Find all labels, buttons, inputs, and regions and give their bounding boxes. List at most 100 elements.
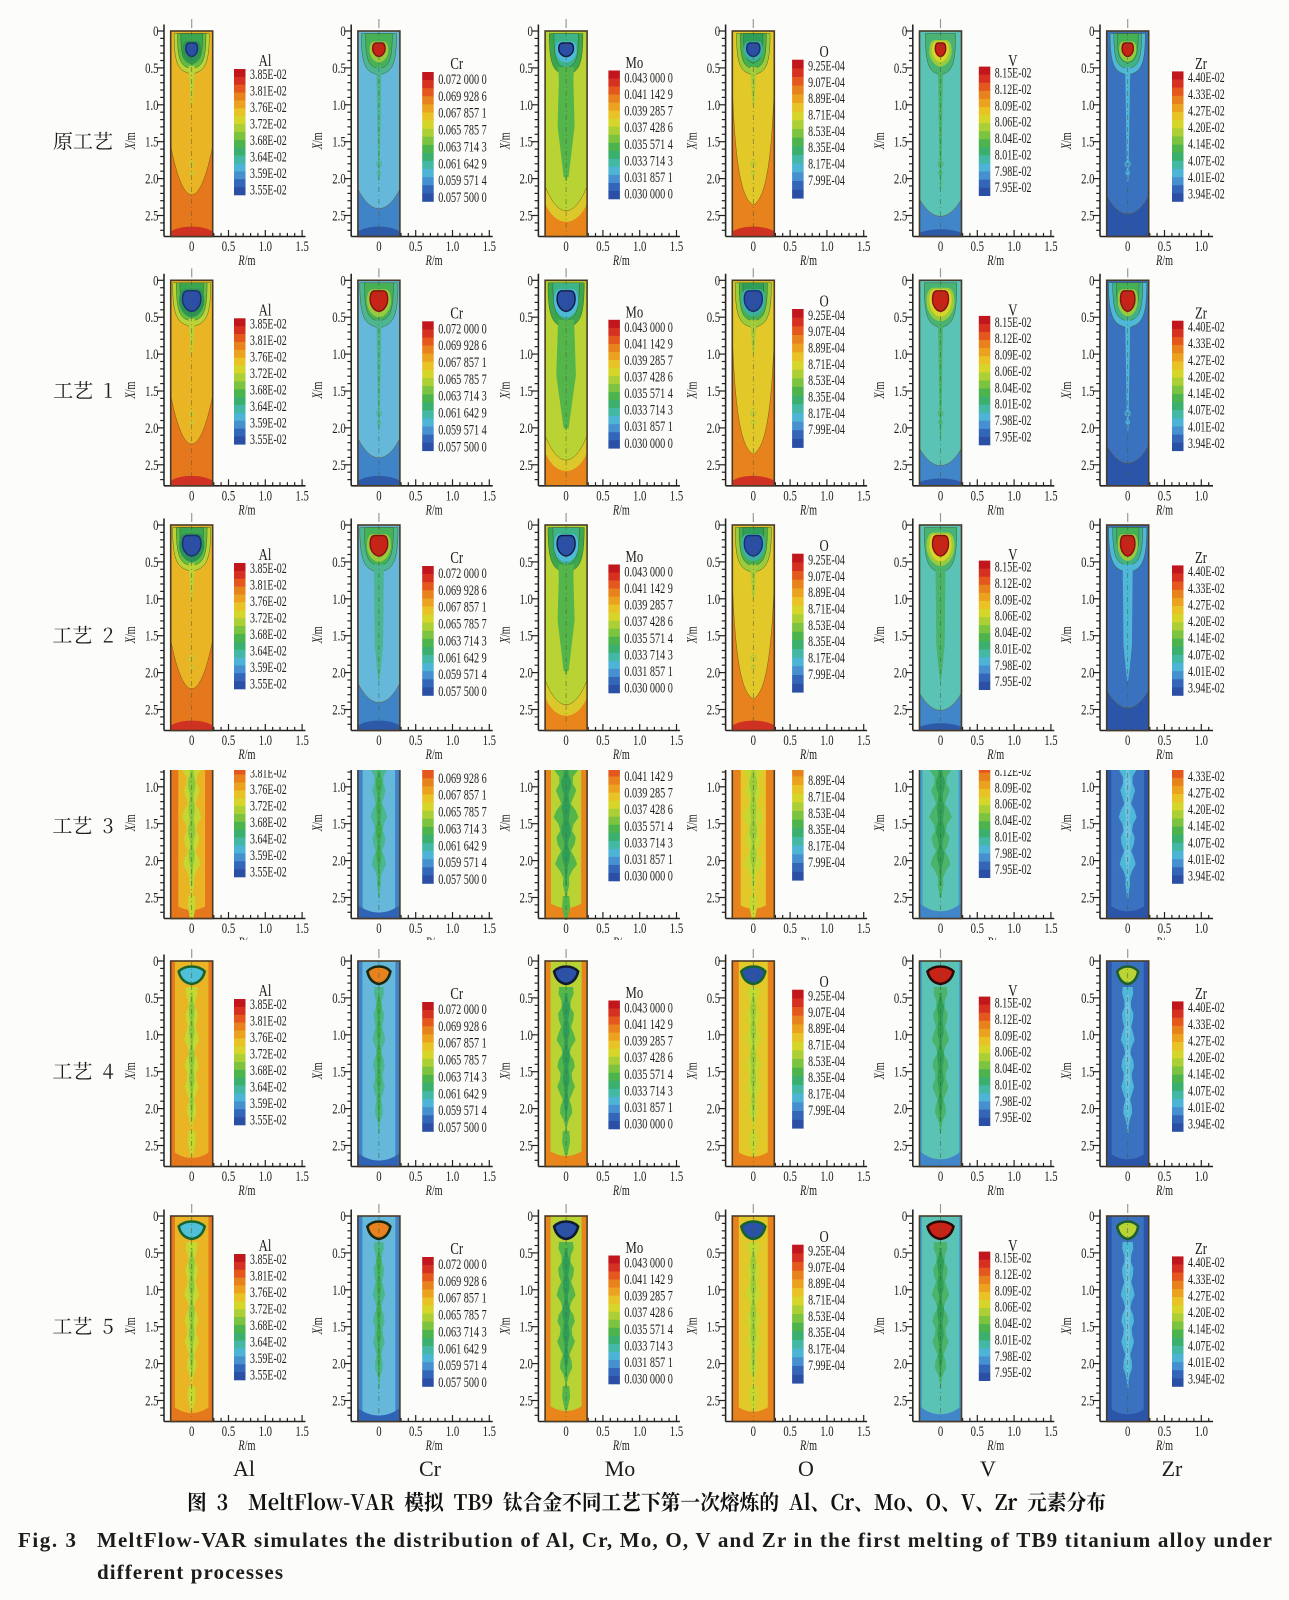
- svg-text:0.5: 0.5: [145, 554, 158, 570]
- svg-text:1.0: 1.0: [894, 1027, 907, 1043]
- svg-text:0.030 000 0: 0.030 000 0: [624, 868, 673, 884]
- svg-text:R/m: R/m: [1155, 501, 1173, 517]
- svg-text:1.5: 1.5: [707, 383, 720, 399]
- svg-text:3.81E-02: 3.81E-02: [250, 332, 287, 348]
- svg-text:3.64E-02: 3.64E-02: [250, 1334, 287, 1350]
- svg-text:1.0: 1.0: [707, 779, 720, 795]
- svg-text:2.5: 2.5: [145, 1138, 158, 1154]
- svg-text:X/m: X/m: [871, 1062, 887, 1080]
- svg-text:2.0: 2.0: [519, 420, 532, 436]
- svg-text:1.5: 1.5: [894, 1319, 907, 1335]
- svg-text:0.5: 0.5: [409, 238, 422, 254]
- svg-text:0.039 285 7: 0.039 285 7: [624, 785, 673, 801]
- svg-text:0.063 714 3: 0.063 714 3: [438, 388, 487, 404]
- svg-text:3.55E-02: 3.55E-02: [250, 1367, 287, 1383]
- svg-text:2.5: 2.5: [894, 1138, 907, 1154]
- svg-text:0: 0: [376, 732, 381, 748]
- svg-text:1.5: 1.5: [894, 1064, 907, 1080]
- svg-text:2.0: 2.0: [1081, 420, 1094, 436]
- svg-text:0: 0: [902, 273, 907, 289]
- svg-text:1.5: 1.5: [707, 1319, 720, 1335]
- svg-text:0.065 785 7: 0.065 785 7: [438, 804, 487, 820]
- svg-text:0.067 857 1: 0.067 857 1: [438, 105, 487, 121]
- svg-text:1.0: 1.0: [633, 1168, 646, 1184]
- svg-text:8.89E-04: 8.89E-04: [808, 1020, 845, 1036]
- svg-text:3.85E-02: 3.85E-02: [250, 66, 287, 82]
- svg-text:0.030 000 0: 0.030 000 0: [624, 186, 673, 202]
- svg-text:4.40E-02: 4.40E-02: [1188, 563, 1225, 579]
- svg-text:R/m: R/m: [1155, 252, 1173, 268]
- svg-text:1.5: 1.5: [857, 488, 870, 504]
- svg-text:O: O: [819, 293, 828, 311]
- svg-text:X/m: X/m: [309, 1317, 325, 1335]
- svg-text:0: 0: [938, 732, 943, 748]
- svg-text:8.15E-02: 8.15E-02: [995, 995, 1032, 1011]
- svg-text:8.12E-02: 8.12E-02: [995, 1266, 1032, 1282]
- svg-text:Mo: Mo: [626, 548, 644, 566]
- svg-text:7.98E-02: 7.98E-02: [995, 412, 1032, 428]
- svg-text:2.5: 2.5: [1081, 1138, 1094, 1154]
- svg-text:4.07E-02: 4.07E-02: [1188, 153, 1225, 169]
- svg-text:0: 0: [528, 23, 533, 39]
- svg-text:1.5: 1.5: [519, 816, 532, 832]
- svg-text:X/m: X/m: [122, 1317, 138, 1335]
- svg-text:0.063 714 3: 0.063 714 3: [438, 139, 487, 155]
- svg-text:1.5: 1.5: [145, 628, 158, 644]
- svg-text:1.5: 1.5: [483, 732, 496, 748]
- svg-text:0: 0: [153, 273, 158, 289]
- svg-text:1.0: 1.0: [1007, 732, 1020, 748]
- svg-text:0.5: 0.5: [222, 920, 235, 936]
- svg-text:0.059 571 4: 0.059 571 4: [438, 1357, 487, 1373]
- svg-text:4.01E-02: 4.01E-02: [1188, 1354, 1225, 1370]
- svg-text:8.01E-02: 8.01E-02: [995, 829, 1032, 845]
- svg-text:1.0: 1.0: [633, 732, 646, 748]
- svg-text:8.06E-02: 8.06E-02: [995, 363, 1032, 379]
- svg-text:X/m: X/m: [309, 382, 325, 400]
- svg-text:3.81E-02: 3.81E-02: [250, 577, 287, 593]
- svg-text:0: 0: [528, 273, 533, 289]
- svg-text:0: 0: [563, 732, 568, 748]
- svg-text:1.0: 1.0: [259, 1168, 272, 1184]
- svg-text:Al: Al: [259, 546, 272, 564]
- svg-text:2.0: 2.0: [707, 665, 720, 681]
- svg-text:1.5: 1.5: [483, 1168, 496, 1184]
- svg-text:1.0: 1.0: [259, 238, 272, 254]
- svg-text:4.33E-02: 4.33E-02: [1188, 1016, 1225, 1032]
- svg-text:8.35E-04: 8.35E-04: [808, 1069, 845, 1085]
- svg-text:1.0: 1.0: [1007, 920, 1020, 936]
- svg-text:8.06E-02: 8.06E-02: [995, 1044, 1032, 1060]
- svg-text:8.01E-02: 8.01E-02: [995, 1332, 1032, 1348]
- svg-text:0: 0: [715, 23, 720, 39]
- svg-text:0.057 500 0: 0.057 500 0: [438, 1119, 487, 1135]
- svg-text:2.5: 2.5: [1081, 1393, 1094, 1409]
- svg-text:0.065 785 7: 0.065 785 7: [438, 371, 487, 387]
- svg-text:1.5: 1.5: [1044, 1168, 1057, 1184]
- svg-text:Cr: Cr: [450, 985, 463, 1003]
- svg-text:9.07E-04: 9.07E-04: [808, 1259, 845, 1275]
- svg-text:0.072 000 0: 0.072 000 0: [438, 1001, 487, 1017]
- svg-text:Cr: Cr: [450, 1240, 463, 1258]
- svg-text:8.01E-02: 8.01E-02: [995, 147, 1032, 163]
- svg-text:8.71E-04: 8.71E-04: [808, 107, 845, 123]
- svg-text:1.0: 1.0: [519, 779, 532, 795]
- svg-text:0.041 142 9: 0.041 142 9: [624, 1271, 673, 1287]
- svg-text:0.065 785 7: 0.065 785 7: [438, 1052, 487, 1068]
- svg-text:0.041 142 9: 0.041 142 9: [624, 336, 673, 352]
- svg-text:1.5: 1.5: [1081, 134, 1094, 150]
- svg-text:O: O: [819, 537, 828, 555]
- svg-text:8.71E-04: 8.71E-04: [808, 789, 845, 805]
- svg-text:0.5: 0.5: [596, 1423, 609, 1439]
- svg-text:X/m: X/m: [309, 132, 325, 150]
- svg-text:0: 0: [153, 23, 158, 39]
- svg-text:3.85E-02: 3.85E-02: [250, 1251, 287, 1267]
- svg-text:8.04E-02: 8.04E-02: [995, 624, 1032, 640]
- svg-text:0.5: 0.5: [332, 1245, 345, 1261]
- svg-text:9.07E-04: 9.07E-04: [808, 568, 845, 584]
- svg-text:2.5: 2.5: [145, 890, 158, 906]
- svg-text:0.069 928 6: 0.069 928 6: [438, 1018, 487, 1034]
- svg-text:0: 0: [528, 517, 533, 533]
- svg-text:0.067 857 1: 0.067 857 1: [438, 599, 487, 615]
- svg-text:R/m: R/m: [425, 252, 443, 268]
- svg-text:1.5: 1.5: [857, 1423, 870, 1439]
- svg-text:1.0: 1.0: [332, 1282, 345, 1298]
